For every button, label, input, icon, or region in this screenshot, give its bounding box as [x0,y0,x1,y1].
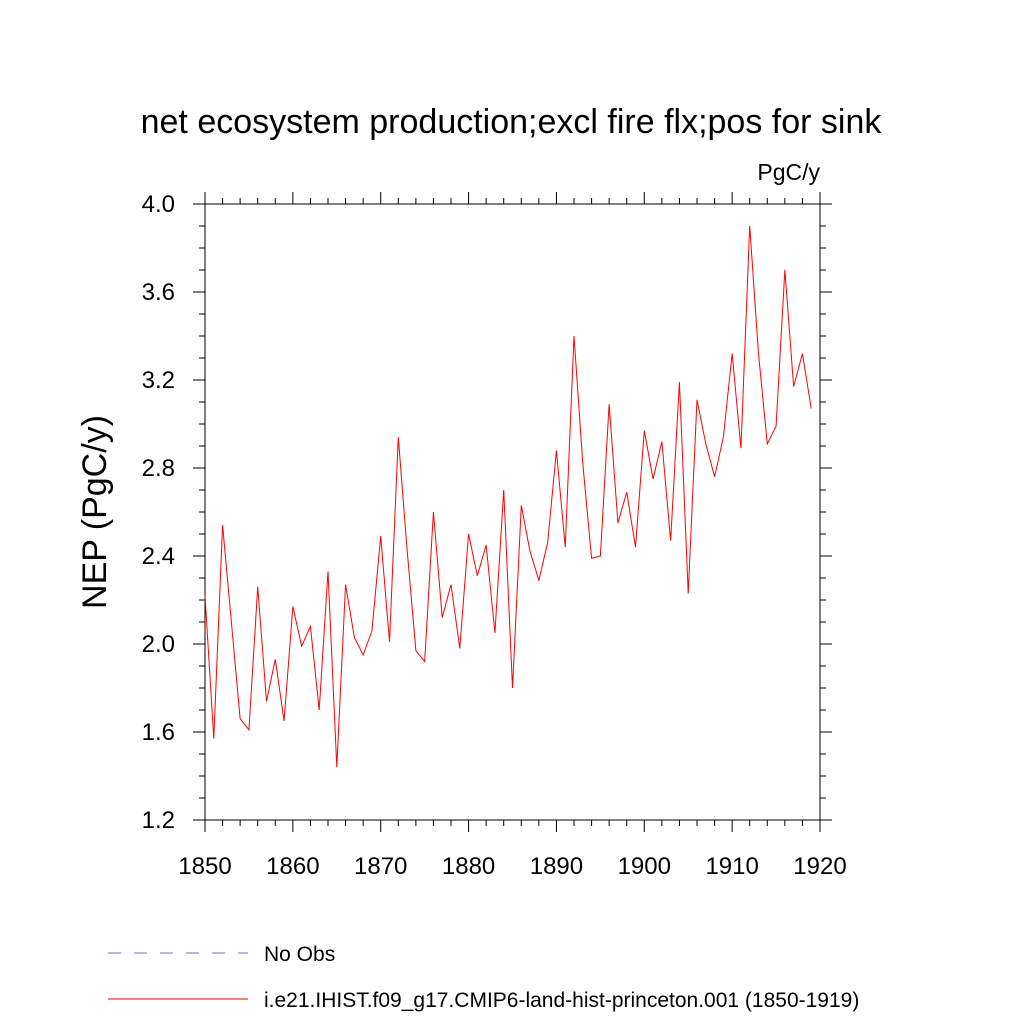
y-axis-label: NEP (PgC/y) [76,415,114,609]
x-tick-label: 1910 [705,853,758,880]
y-tick-label: 3.2 [142,367,175,394]
y-tick-label: 2.0 [142,631,175,658]
x-tick-label: 1900 [618,853,671,880]
y-tick-label: 1.2 [142,807,175,834]
y-tick-label: 2.4 [142,543,175,570]
legend: No Obs i.e21.IHIST.f09_g17.CMIP6-land-his… [108,943,859,1012]
x-tick-label: 1920 [793,853,846,880]
y-tick-label: 1.6 [142,719,175,746]
x-tick-label: 1880 [442,853,495,880]
chart-title: net ecosystem production;excl fire flx;p… [141,103,883,141]
axes: 1.2 1.6 2.0 2.4 2.8 3.2 3.6 4.0 1850 1860 1870 1880… [142,191,847,880]
x-tick-label: 1890 [530,853,583,880]
y-tick-label: 3.6 [142,279,175,306]
units-label: PgC/y [757,159,820,185]
y-tick-label: 4.0 [142,191,175,218]
plot-area [204,225,812,768]
x-tick-label: 1860 [266,853,319,880]
legend-label: No Obs [264,943,335,966]
y-tick-label: 2.8 [142,455,175,482]
x-tick-label: 1870 [354,853,407,880]
x-tick-label: 1850 [178,853,231,880]
plot-frame [204,203,821,821]
series-line [204,225,812,768]
legend-label: i.e21.IHIST.f09_g17.CMIP6-land-hist-prin… [264,989,859,1012]
